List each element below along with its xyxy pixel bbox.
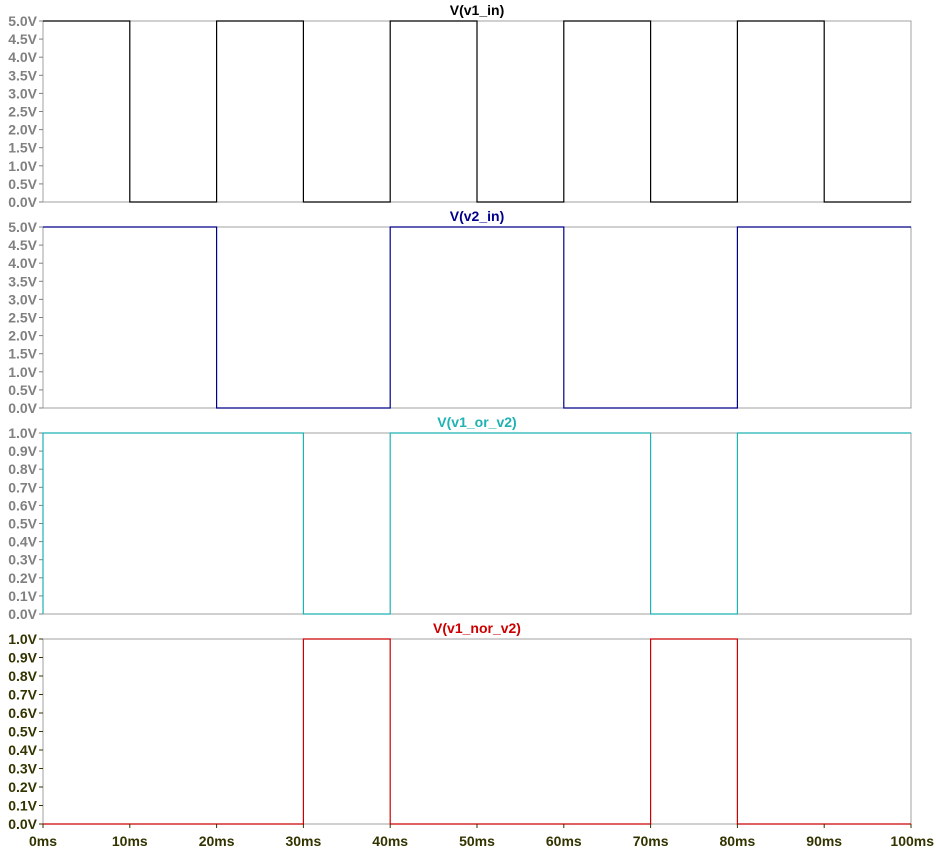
y-tick-label: 0.2V: [8, 570, 37, 586]
panel-4: 0.0V 0.1V 0.2V 0.3V 0.4V 0.5V 0.6V 0.7V 0.8V 0.9V…: [8, 620, 934, 849]
y-tick-label: 0.3V: [8, 761, 37, 777]
y-tick-label: 0.6V: [8, 705, 37, 721]
y-tick-label: 0.3V: [8, 552, 37, 568]
trace-line: [43, 20, 911, 203]
x-tick-label: 60ms: [546, 833, 582, 849]
x-tick-label: 0ms: [29, 833, 57, 849]
y-tick-label: 0.0V: [8, 606, 37, 622]
y-tick-label: 4.5V: [8, 237, 37, 253]
y-tick-label: 0.0V: [8, 400, 37, 416]
y-tick-label: 0.6V: [8, 497, 37, 513]
trace-line: [43, 638, 911, 825]
y-tick-label: 4.5V: [8, 31, 37, 47]
panel-1: 0.0V 0.5V 1.0V 1.5V 2.0V 2.5V 3.0V 3.5V 4.0V 4.5V…: [8, 2, 912, 210]
x-tick-label: 10ms: [112, 833, 148, 849]
x-tick-label: 50ms: [459, 833, 495, 849]
y-tick-label: 0.5V: [8, 176, 37, 192]
panel-title: V(v2_in): [450, 208, 504, 224]
y-tick-label: 0.7V: [8, 479, 37, 495]
y-tick-label: 1.5V: [8, 140, 37, 156]
y-tick-label: 3.5V: [8, 67, 37, 83]
panel-3: 0.0V 0.1V 0.2V 0.3V 0.4V 0.5V 0.6V 0.7V 0.8V 0.9V…: [8, 414, 912, 622]
x-tick-label: 70ms: [633, 833, 669, 849]
y-tick-label: 0.0V: [8, 816, 37, 832]
y-tick-label: 0.4V: [8, 742, 37, 758]
y-tick-label: 4.0V: [8, 255, 37, 271]
y-tick-label: 5.0V: [8, 13, 37, 29]
y-tick-label: 5.0V: [8, 219, 37, 235]
y-tick-label: 1.5V: [8, 346, 37, 362]
x-tick-label: 30ms: [285, 833, 321, 849]
y-tick-label: 1.0V: [8, 158, 37, 174]
x-tick-label: 80ms: [719, 833, 755, 849]
x-tick-label: 20ms: [199, 833, 235, 849]
panel-frame: [42, 638, 912, 825]
y-tick-label: 0.2V: [8, 779, 37, 795]
y-tick-label: 2.5V: [8, 310, 37, 326]
y-tick-label: 3.0V: [8, 85, 37, 101]
y-tick-label: 0.7V: [8, 687, 37, 703]
y-tick-label: 1.0V: [8, 425, 37, 441]
y-tick-label: 0.5V: [8, 724, 37, 740]
x-tick-label: 90ms: [806, 833, 842, 849]
y-tick-label: 0.4V: [8, 534, 37, 550]
x-tick-label: 40ms: [372, 833, 408, 849]
y-tick-label: 0.8V: [8, 461, 37, 477]
y-tick-label: 2.0V: [8, 122, 37, 138]
y-tick-label: 0.9V: [8, 650, 37, 666]
panel-title: V(v1_or_v2): [437, 414, 516, 430]
y-tick-label: 2.5V: [8, 104, 37, 120]
y-tick-label: 0.5V: [8, 382, 37, 398]
y-tick-label: 1.0V: [8, 364, 37, 380]
panel-frame: [42, 226, 912, 409]
y-tick-label: 0.1V: [8, 798, 37, 814]
trace-line: [43, 226, 911, 409]
y-tick-label: 0.9V: [8, 443, 37, 459]
panel-title: V(v1_nor_v2): [433, 620, 521, 636]
x-tick-label: 100ms: [890, 833, 934, 849]
y-tick-label: 4.0V: [8, 49, 37, 65]
y-tick-label: 3.5V: [8, 273, 37, 289]
y-tick-label: 0.8V: [8, 668, 37, 684]
y-tick-label: 3.0V: [8, 291, 37, 307]
panel-2: 0.0V 0.5V 1.0V 1.5V 2.0V 2.5V 3.0V 3.5V 4.0V 4.5V…: [8, 208, 912, 416]
y-tick-label: 0.5V: [8, 516, 37, 532]
panel-title: V(v1_in): [450, 2, 504, 18]
trace-line: [42, 432, 911, 615]
y-tick-label: 0.1V: [8, 588, 37, 604]
y-tick-label: 1.0V: [8, 631, 37, 647]
y-tick-label: 2.0V: [8, 328, 37, 344]
y-tick-label: 0.0V: [8, 194, 37, 210]
panel-frame: [42, 432, 912, 615]
